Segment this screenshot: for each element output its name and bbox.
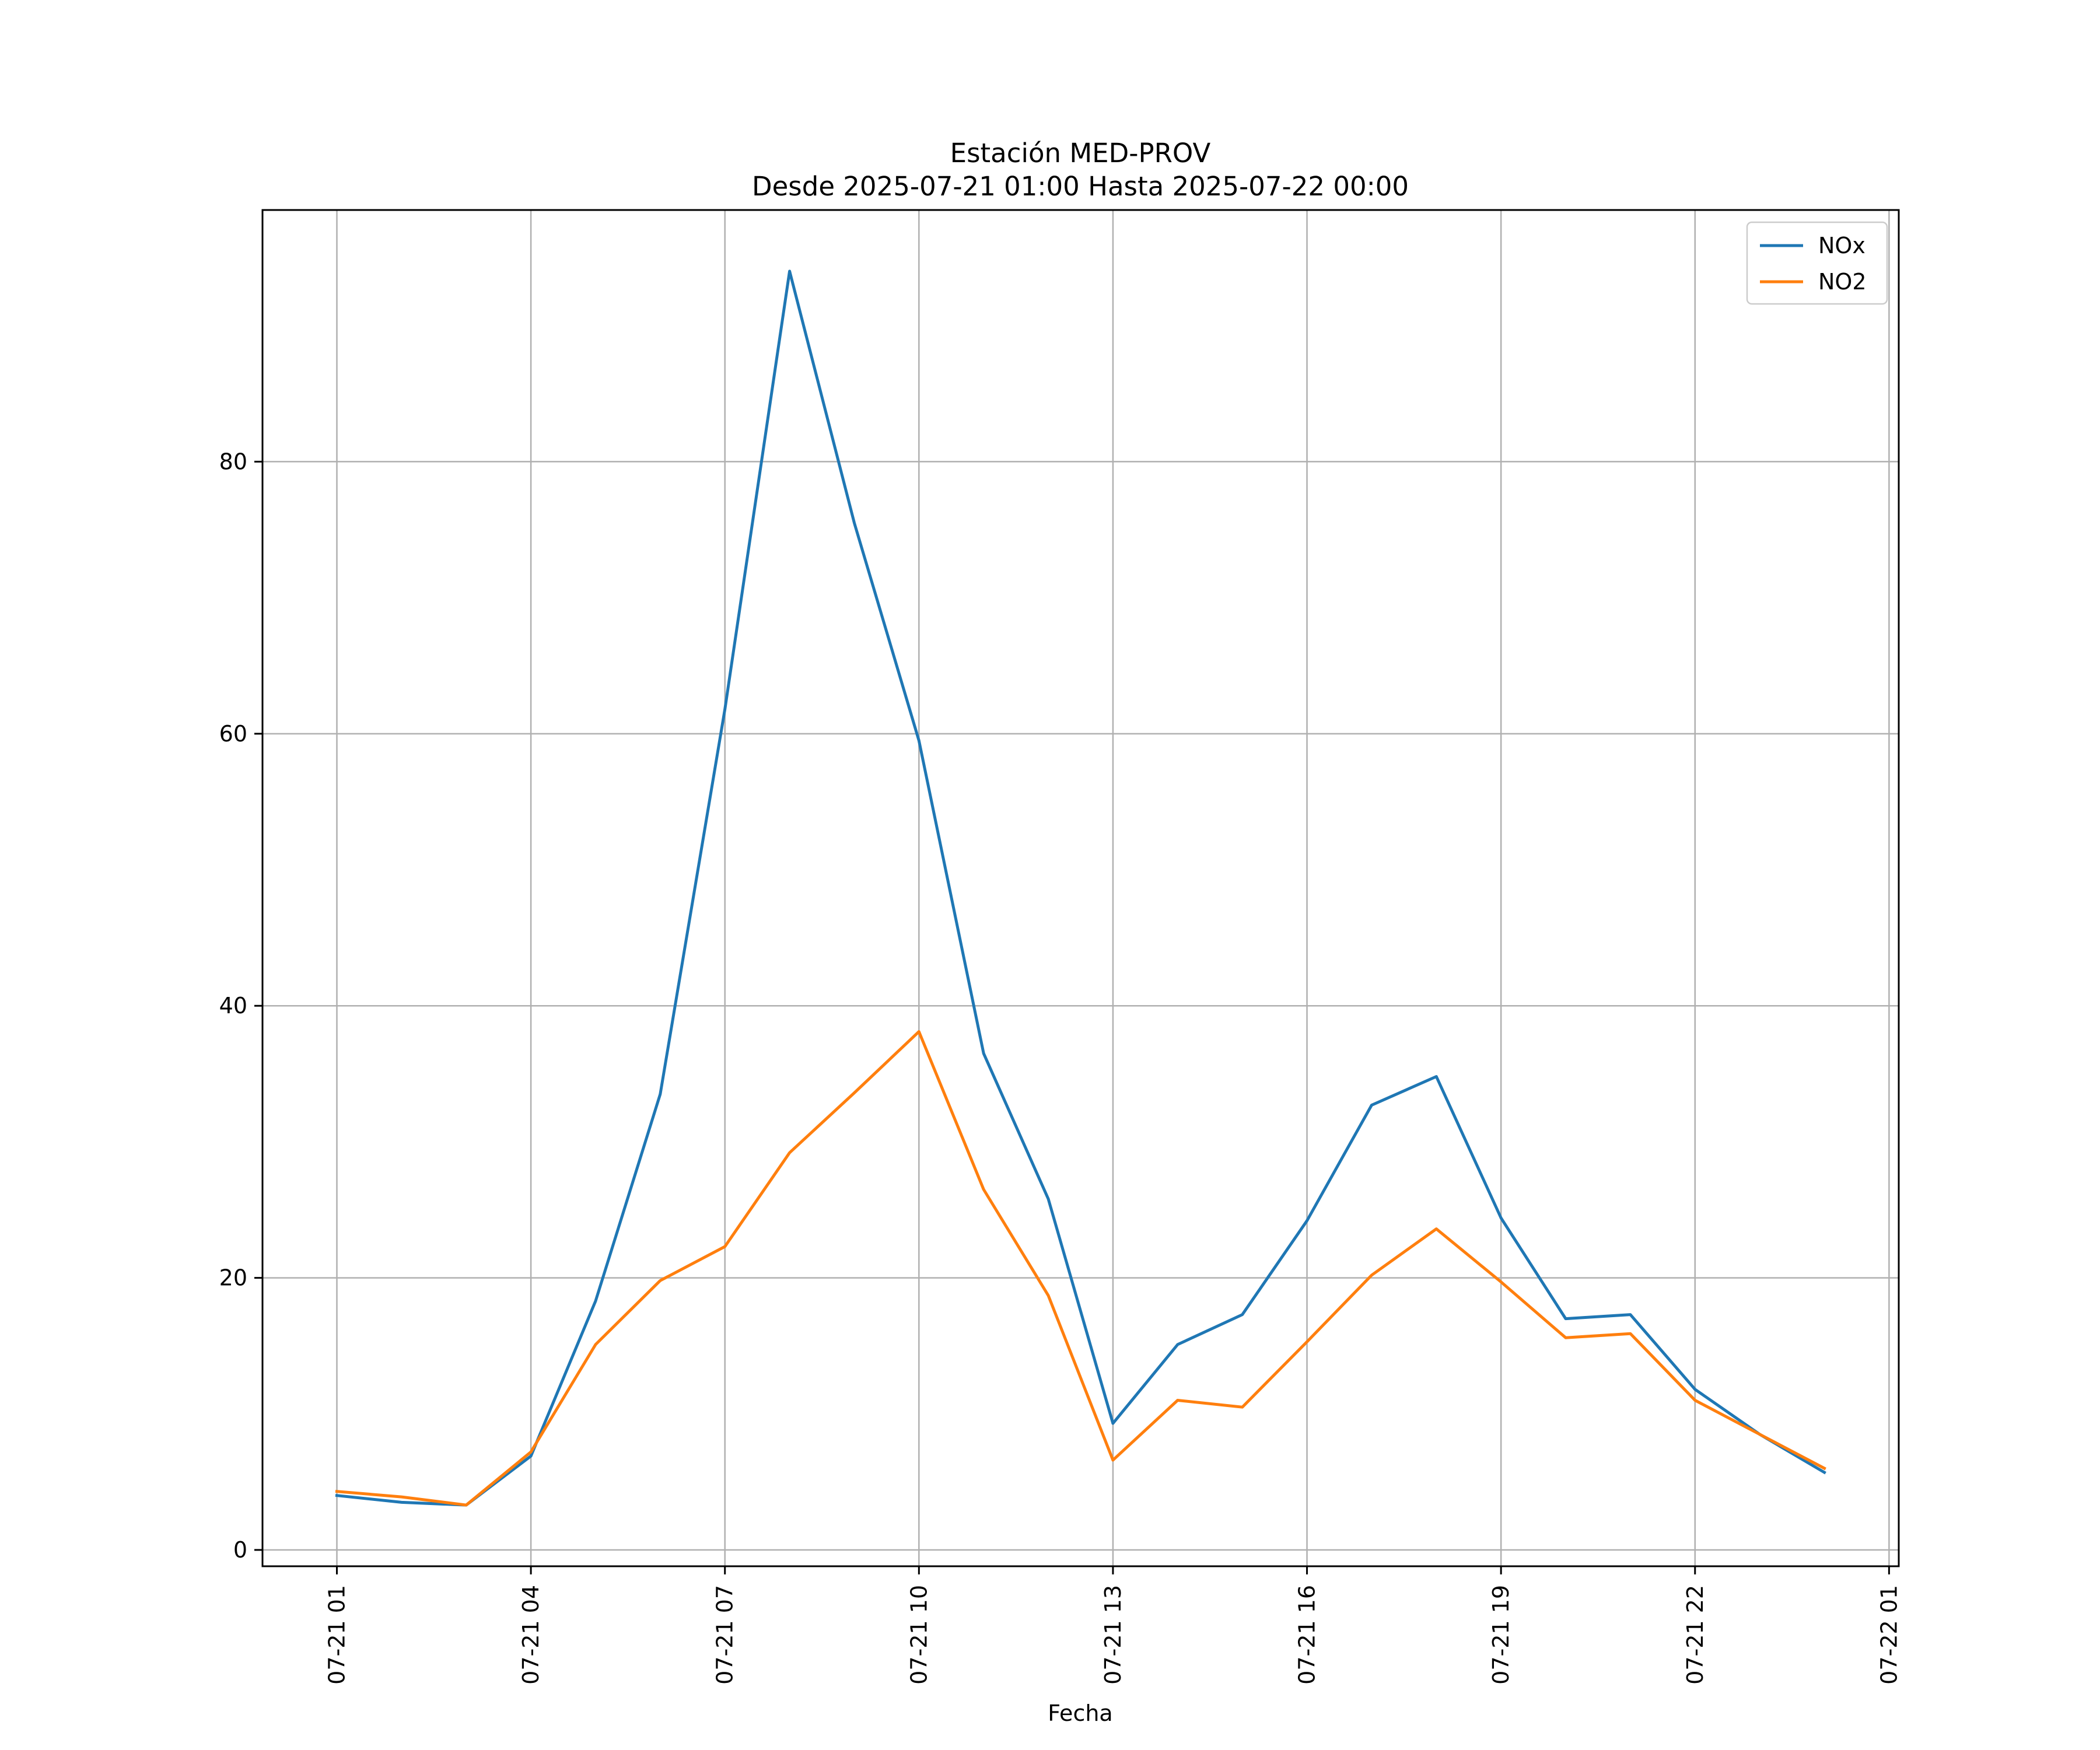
series-line-no2 [335, 1030, 1826, 1507]
legend-label-no2: NO2 [1818, 269, 1867, 295]
x-tick-label: 07-21 04 [518, 1585, 544, 1685]
x-tick-label: 07-21 16 [1294, 1585, 1320, 1685]
x-tick-label: 07-21 01 [324, 1585, 350, 1685]
y-tick-label: 0 [233, 1537, 247, 1563]
x-tick-label: 07-21 07 [712, 1585, 738, 1685]
y-tick-label: 20 [219, 1265, 247, 1291]
legend-box [1746, 221, 1888, 305]
x-tick-label: 07-21 22 [1682, 1585, 1708, 1685]
x-axis-label: Fecha [1048, 1700, 1112, 1726]
x-tick-label: 07-21 10 [906, 1585, 932, 1685]
x-tick-label: 07-21 19 [1488, 1585, 1514, 1685]
grid [262, 210, 1899, 1566]
y-tick-label: 60 [219, 721, 247, 747]
x-tick-label: 07-21 13 [1100, 1585, 1126, 1685]
y-tick-label: 40 [219, 993, 247, 1019]
chart-title: Estación MED-PROV [950, 138, 1211, 169]
chart-subtitle: Desde 2025-07-21 01:00 Hasta 2025-07-22 … [752, 171, 1409, 202]
y-tick-label: 80 [219, 449, 247, 474]
legend: NOx NO2 [1746, 221, 1888, 305]
series-line-nox [335, 270, 1826, 1507]
axis-ticks: 07-21 01 07-21 04 07-21 07 07-21 10 07-21 13… [219, 449, 1902, 1684]
x-tick-label: 07-22 01 [1876, 1585, 1902, 1685]
legend-label-nox: NOx [1818, 233, 1866, 258]
plot-frame [261, 209, 1900, 1567]
plot-lines [335, 270, 1826, 1507]
